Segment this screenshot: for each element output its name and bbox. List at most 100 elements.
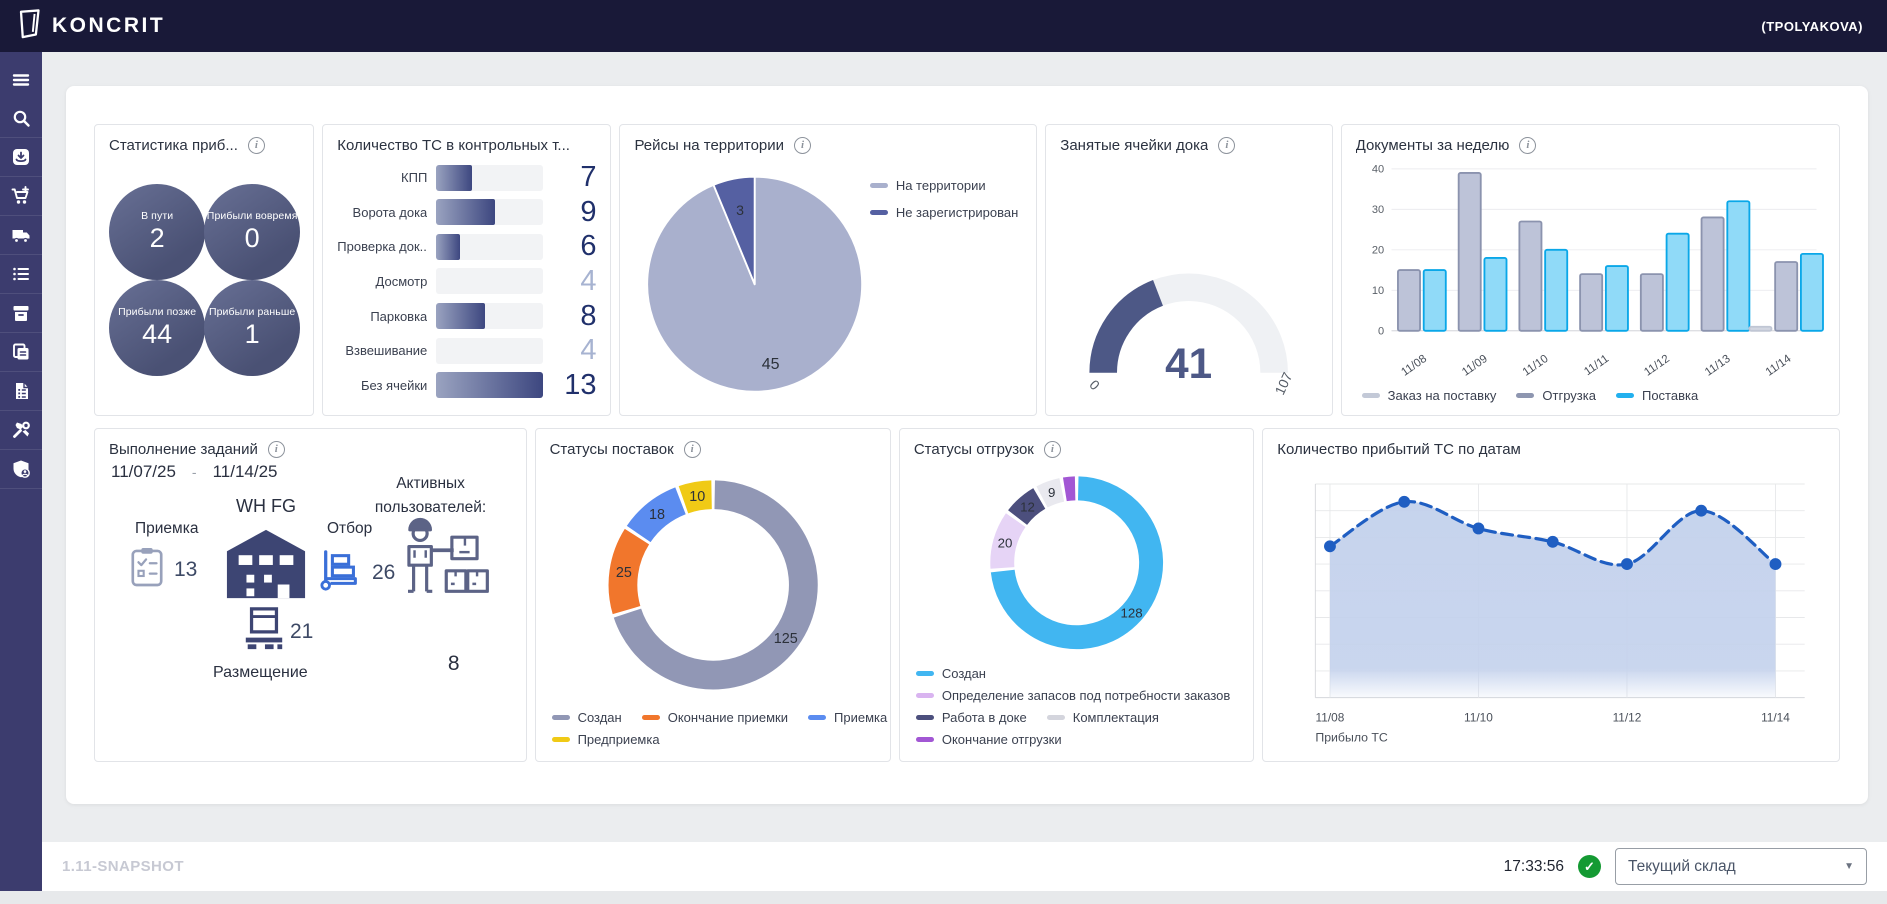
tasks-date-range[interactable]: 11/07/25 - 11/14/25 [111,462,278,482]
svg-text:125: 125 [773,631,797,647]
stat-circle-label: Прибыли вовремя [206,209,298,222]
menu-icon [12,73,30,86]
stat-circle: В пути 2 [109,183,206,280]
date-to[interactable]: 11/14/25 [212,462,278,481]
active-users-value: 8 [447,652,460,675]
info-icon[interactable]: i [794,137,812,154]
info-icon[interactable]: i [267,441,285,458]
picking-label: Отбор [327,520,373,537]
info-icon[interactable]: i [1218,137,1236,154]
sidebar-item-copy-documents[interactable] [0,333,42,372]
top-header: KONCRIT (TPOLYAKOVA) [0,0,1887,52]
placement-label: Размещение [213,664,308,681]
sidebar-item-truck[interactable] [0,216,42,255]
delivery-statuses-donut-chart: 125 25 18 10 [608,480,818,690]
sidebar-item-inbox-box[interactable] [0,138,42,177]
svg-text:12: 12 [1020,499,1035,514]
sidebar-item-list[interactable] [0,255,42,294]
sidebar-item-menu[interactable] [0,60,42,99]
stat-circle: Прибыли раньше 1 [204,279,301,376]
body: Статистика приб... i В пути 2 Прибыли вовр… [0,52,1887,891]
sidebar-item-archive-box[interactable] [0,294,42,333]
pallet-box-icon [241,606,287,657]
info-icon[interactable]: i [1519,137,1537,154]
brand-logo-icon [14,8,42,45]
version-label: 1.11-SNAPSHOT [62,858,184,875]
shipment-statuses-legend: Создан Определение запасов под потребност… [914,662,1239,749]
worker-boxes-icon [394,516,506,625]
control-point-bar [436,303,544,330]
arrival-stats-circles: В пути 2 Прибыли вовремя 0 Прибыли позже 44 Пр… [109,156,301,403]
card-title: Документы за неделю [1355,137,1510,154]
sidebar-item-file-document[interactable] [0,372,42,411]
control-point-value: 9 [580,195,597,228]
legend-item: Предприемка [551,732,660,747]
control-point-row: Взвешивание 4 [337,336,596,365]
file-document-icon [16,383,28,399]
card-title: Занятые ячейки дока [1060,137,1209,154]
legend-item: Отгрузка [1516,388,1596,403]
svg-text:11/10: 11/10 [1520,353,1550,379]
legend-item: На территории [869,178,986,193]
control-point-label: КПП [401,170,428,185]
legend-item: Окончание приемки [641,710,788,725]
warehouse-select[interactable]: Текущий склад ▼ [1615,848,1867,885]
sidebar-item-tools[interactable] [0,411,42,450]
svg-text:0: 0 [1378,325,1384,337]
svg-text:11/14: 11/14 [1763,353,1793,379]
brand-name: KONCRIT [52,14,166,37]
svg-text:10: 10 [689,489,705,505]
svg-text:107: 107 [1272,370,1295,397]
svg-text:30: 30 [1371,204,1383,216]
info-icon[interactable]: i [1043,441,1061,458]
control-point-value: 13 [564,368,597,401]
svg-text:20: 20 [1371,245,1383,257]
reception-value: 13 [174,557,198,581]
svg-text:45: 45 [762,355,780,373]
arrivals-area-chart: 11/08 11/10 11/12 11/14 Прибыло ТС [1315,483,1805,744]
svg-text:11/08: 11/08 [1399,353,1429,379]
reception-label: Приемка [135,520,199,537]
svg-text:11/09: 11/09 [1460,353,1490,379]
dashboard-panel: Статистика приб... i В пути 2 Прибыли вовр… [66,86,1868,804]
control-point-label: Проверка док... [337,239,428,255]
svg-text:0: 0 [1087,378,1103,394]
control-point-value: 4 [580,264,597,297]
legend-item: Работа в доке [915,710,1027,725]
trips-legend: На территории Не зарегистрирован [869,178,1018,220]
sidebar-item-shield-user[interactable] [0,450,42,489]
sidebar-item-search[interactable] [0,99,42,138]
card-title: Статистика приб... [109,137,238,154]
dock-cells-chart-area: 41 0 107 [1060,156,1317,403]
stat-circle-label: Прибыли раньше [208,305,296,318]
brand[interactable]: KONCRIT [14,8,165,45]
legend-item: Создан [915,666,986,681]
control-point-label: Ворота дока [352,204,428,220]
legend-item: Не зарегистрирован [869,205,1018,220]
stat-circle-label: В пути [141,209,174,222]
main-area: Статистика приб... i В пути 2 Прибыли вовр… [42,52,1887,891]
info-icon[interactable]: i [683,441,701,458]
documents-bar-chart: 0 10 20 30 40 11/08 11/09 11/10 11/11 11/12 11/13 1… [1371,164,1824,379]
list-icon [13,267,29,281]
content: Статистика приб... i В пути 2 Прибыли вовр… [42,52,1887,842]
dock-cells-gauge-chart: 41 0 107 [1087,273,1296,397]
sidebar [0,52,42,891]
svg-text:11/08: 11/08 [1316,710,1345,724]
date-from[interactable]: 11/07/25 [111,462,176,481]
control-point-label: Парковка [370,308,428,324]
picking-cart-icon [319,548,363,597]
info-icon[interactable]: i [247,137,265,154]
sidebar-item-cart-plus[interactable] [0,177,42,216]
legend-item: Поставка [1615,388,1698,403]
current-user[interactable]: (TPOLYAKOVA) [1761,18,1863,34]
truck-icon [12,230,30,244]
bottom-strip [0,891,1887,904]
svg-text:3: 3 [737,202,745,218]
clipboard-check-icon [129,546,165,593]
card-arrival-stats: Статистика приб... i В пути 2 Прибыли вовр… [94,124,315,416]
card-title: Статусы отгрузок [913,441,1034,458]
control-point-value: 7 [580,161,597,193]
footer-right: 17:33:56 ✓ Текущий склад ▼ [1504,848,1867,885]
